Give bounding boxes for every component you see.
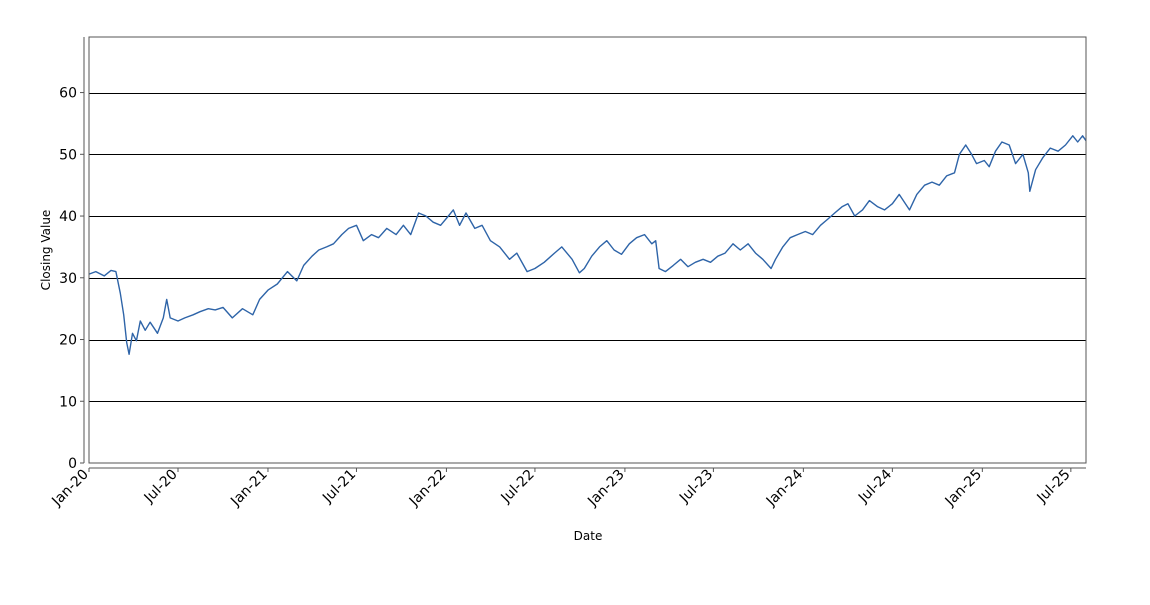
series-layer — [88, 135, 1087, 355]
x-tick-label: Jan-20 — [48, 467, 91, 510]
y-tick-label: 30 — [59, 271, 77, 287]
x-tick-label: Jan-21 — [227, 467, 270, 510]
plot-frame — [88, 36, 1087, 464]
y-tick-label: 40 — [59, 209, 77, 225]
x-tick-label: Jan-24 — [763, 466, 807, 510]
x-axis-title: Date — [574, 529, 603, 543]
x-tick-label: Jan-25 — [942, 467, 985, 510]
x-tick-label: Jul-20 — [141, 467, 181, 507]
y-axis-ticks: 0 10 20 30 40 50 60 — [59, 86, 84, 472]
y-tick-label: 0 — [68, 456, 77, 472]
x-tick-label: Jan-23 — [584, 467, 627, 510]
y-tick-label: 20 — [59, 333, 77, 349]
y-tick-label: 60 — [59, 86, 77, 102]
plot-background — [89, 37, 1086, 463]
x-tick-label: Jul-22 — [498, 467, 538, 507]
gridlines — [89, 93, 1086, 402]
x-axis-ticks: Jan-20 Jul-20 Jan-21 Jul-21 Jan-22 Jul-22 Jan-… — [48, 466, 1073, 510]
x-tick-label: Jan-22 — [406, 467, 449, 510]
series-line — [88, 135, 1087, 355]
x-tick-label: Jul-23 — [676, 467, 716, 507]
x-tick-label: Jul-21 — [319, 467, 359, 507]
y-axis-title: Closing Value — [39, 210, 53, 291]
y-tick-label: 10 — [59, 394, 77, 410]
y-tick-label: 50 — [59, 147, 77, 163]
x-tick-label: Jul-24 — [855, 466, 895, 506]
x-tick-label: Jul-25 — [1034, 467, 1074, 507]
